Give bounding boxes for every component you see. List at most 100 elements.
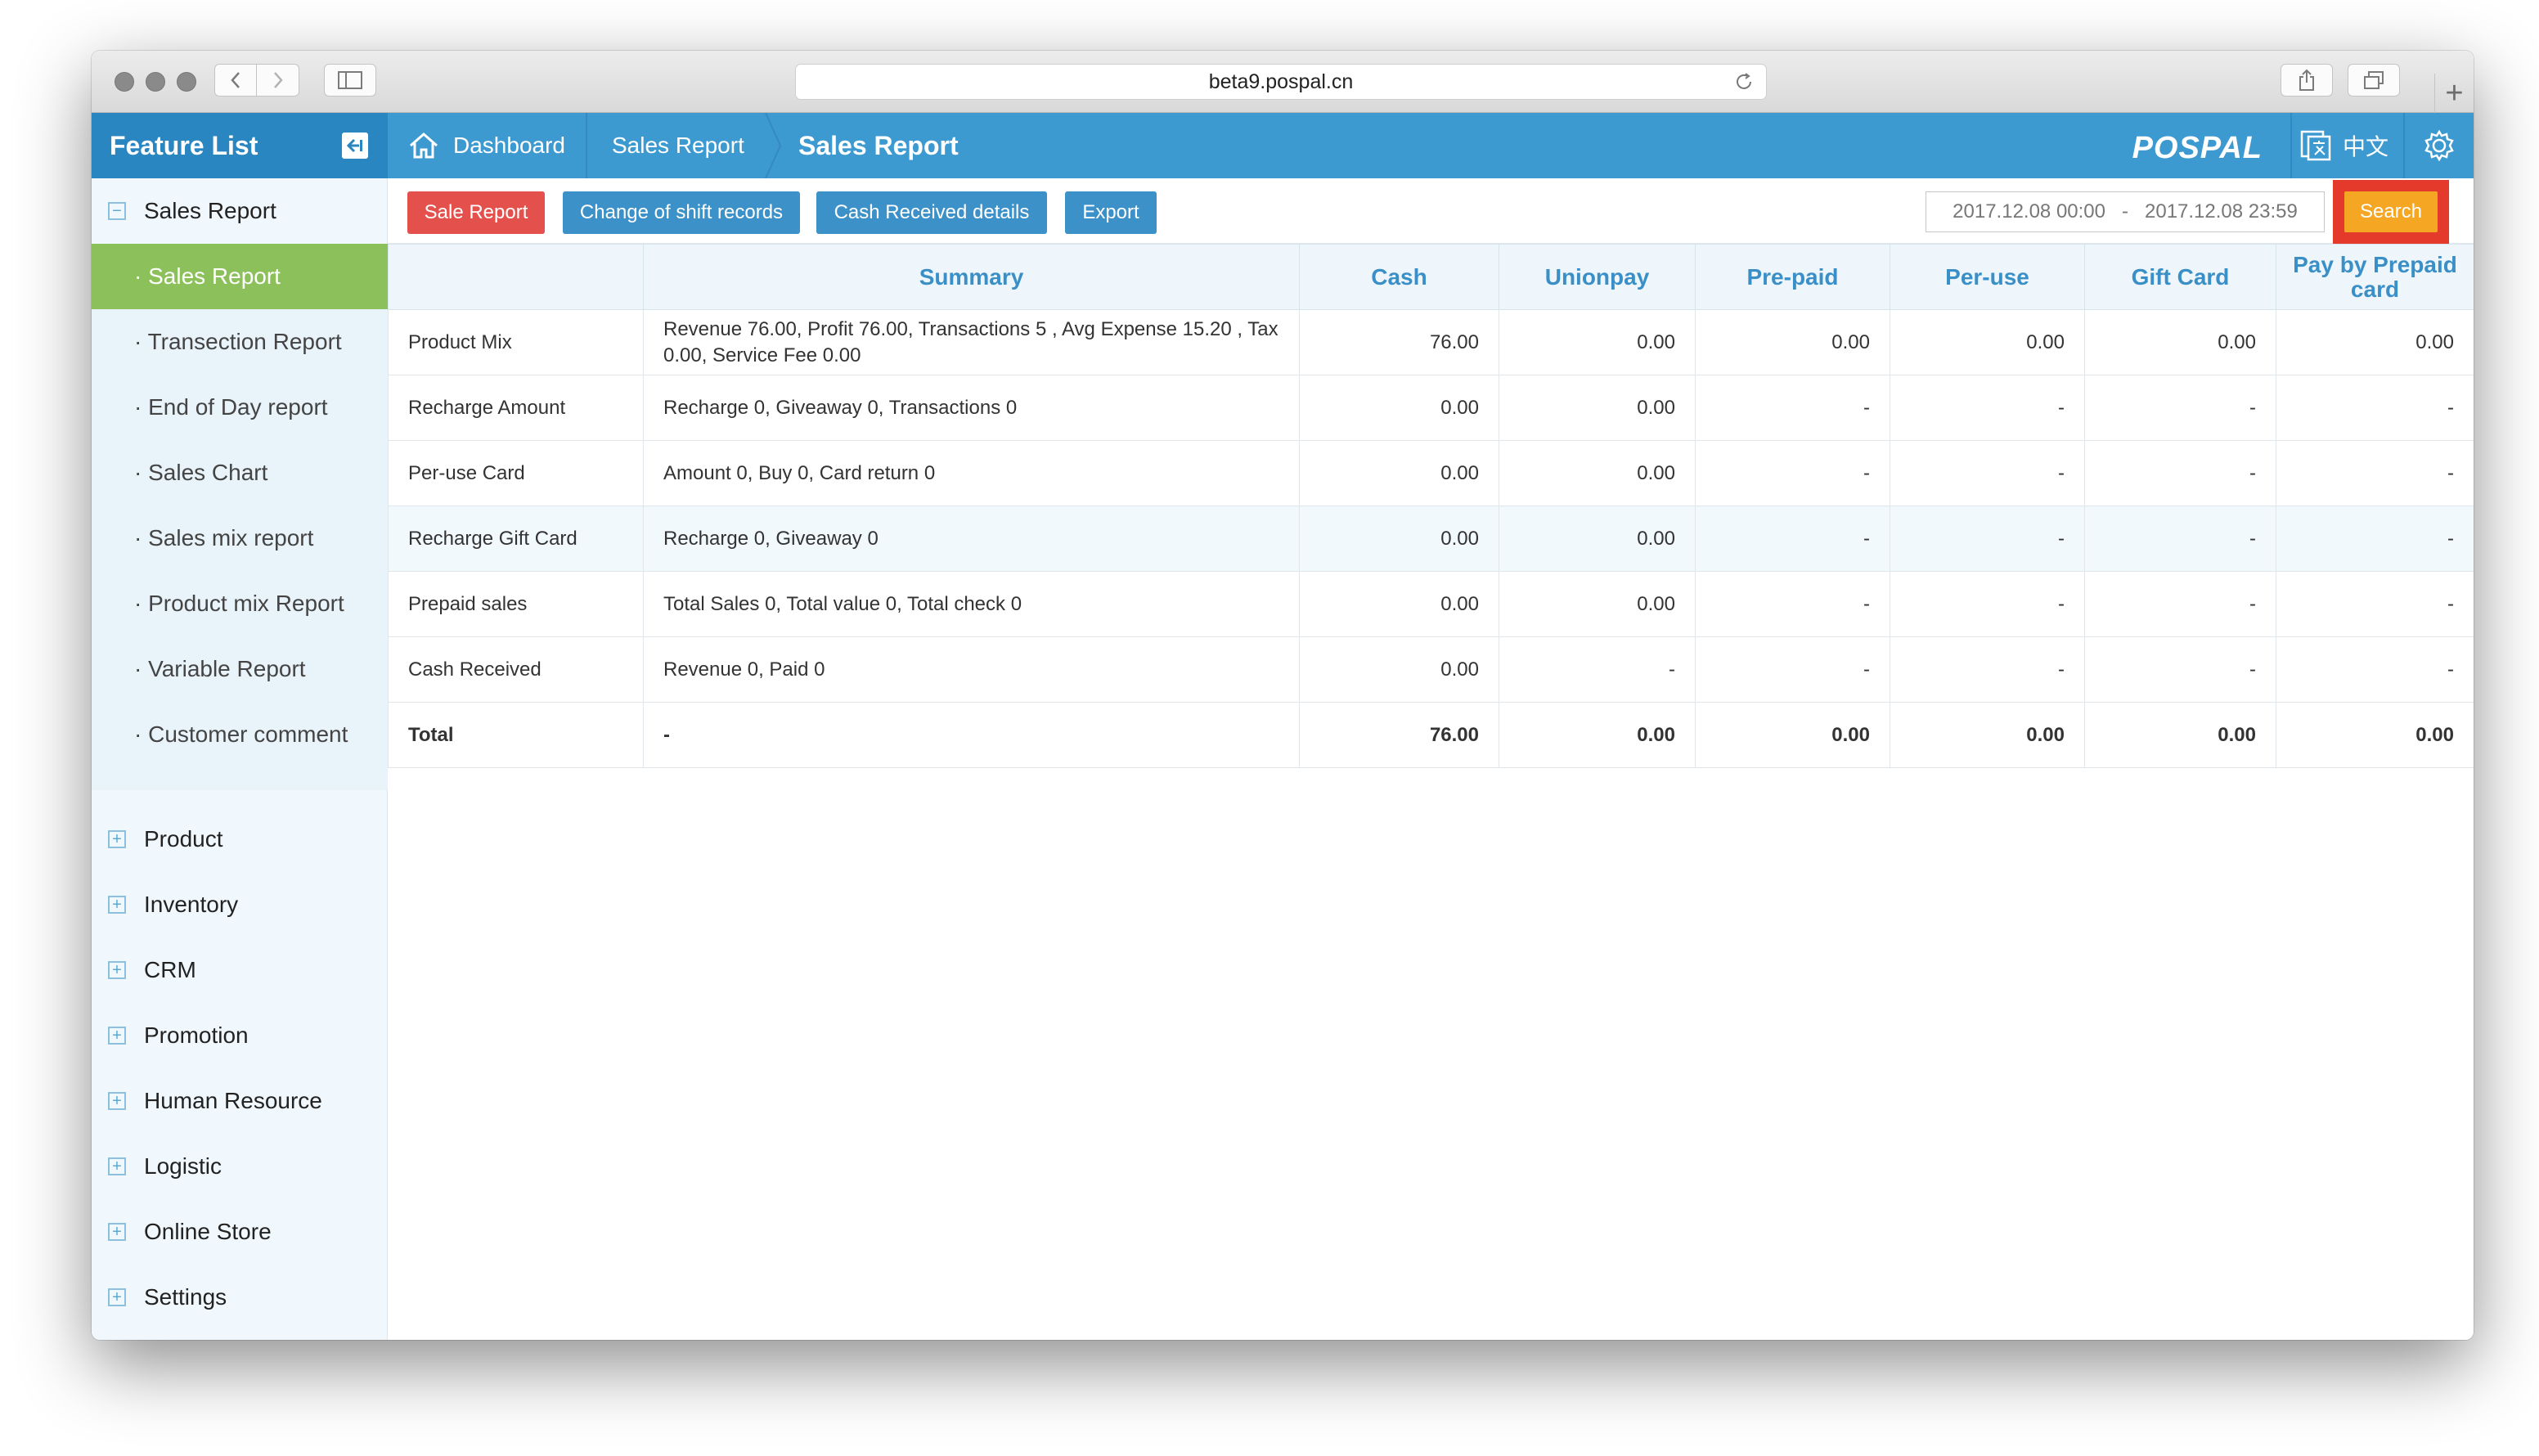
feature-list-label: Feature List [110,130,258,160]
row-name: Cash Received [388,636,644,703]
sidebar-item-end-of-day-report[interactable]: · End of Day report [92,375,388,440]
cell-unionpay: 0.00 [1499,506,1696,572]
sidebar-item-label: · Customer comment [134,721,348,747]
cell-gift-card: - [2084,636,2276,703]
tabs-overview-button[interactable] [2348,64,2400,97]
cell-per-use: - [1890,440,2085,506]
cell-prepaid-card: - [2276,506,2474,572]
window-controls [115,72,196,92]
sidebar-item-sales-mix-report[interactable]: · Sales mix report [92,506,388,571]
table-total-row: Total - 76.00 0.00 0.00 0.00 0.00 0.00 [388,702,2474,768]
minimize-window-button[interactable] [146,72,165,92]
expand-group-icon: + [108,1157,126,1175]
sidebar-group-label: Promotion [144,1022,249,1048]
sidebar-item-product-mix-report[interactable]: · Product mix Report [92,571,388,636]
sidebar-group-settings[interactable]: + Settings [92,1265,388,1330]
column-header-unionpay: Unionpay [1499,244,1696,310]
column-header-category [388,244,644,310]
main-content: Sale Report Change of shift records Cash… [388,178,2474,1340]
cell-gift-card: - [2084,375,2276,441]
sidebar-group-label: Settings [144,1284,227,1310]
sidebar-item-label: · Sales mix report [134,525,314,550]
sidebar-group-label: Online Store [144,1219,272,1244]
header-divider [2403,113,2405,178]
column-header-summary: Summary [643,244,1300,310]
sidebar-item-transection-report[interactable]: · Transection Report [92,309,388,375]
row-name: Recharge Gift Card [388,506,644,572]
cell-unionpay: - [1499,636,1696,703]
settings-gear-button[interactable] [2423,129,2456,162]
share-button[interactable] [2281,64,2333,97]
cell-cash: 76.00 [1299,702,1499,768]
sidebar-icon [338,71,362,89]
collapse-sidebar-button[interactable] [342,133,368,159]
gear-icon [2424,129,2454,162]
forward-button[interactable] [257,64,299,97]
sidebar-group-promotion[interactable]: + Promotion [92,1003,388,1068]
cell-prepaid-card: - [2276,440,2474,506]
column-header-pay-by-prepaid-card: Pay by Prepaid card [2276,244,2474,310]
feature-list-title: Feature List [92,113,388,178]
export-button[interactable]: Export [1065,191,1157,234]
table-header-row: Summary Cash Unionpay Pre-paid Per-use G… [388,244,2474,310]
new-tab-button[interactable]: + [2434,74,2474,113]
arrow-left-icon [346,138,362,153]
breadcrumb-current: Sales Report [798,113,959,178]
cell-pre-paid: 0.00 [1695,702,1890,768]
sidebar-item-sales-chart[interactable]: · Sales Chart [92,440,388,506]
cash-received-details-button[interactable]: Cash Received details [816,191,1047,234]
date-range-picker[interactable]: 2017.12.08 00:00 - 2017.12.08 23:59 [1926,191,2325,232]
cell-unionpay: 0.00 [1499,440,1696,506]
expand-group-icon: + [108,1288,126,1306]
row-summary: - [643,702,1300,768]
address-bar[interactable]: beta9.pospal.cn [795,64,1767,100]
cell-gift-card: - [2084,571,2276,637]
cell-prepaid-card: - [2276,375,2474,441]
breadcrumb-chevron-icon [765,113,782,178]
sidebar-item-label: · Sales Report [134,263,281,289]
reload-icon[interactable] [1733,71,1755,92]
sidebar-group-online-store[interactable]: + Online Store [92,1199,388,1265]
row-name: Per-use Card [388,440,644,506]
sidebar-group-logistic[interactable]: + Logistic [92,1134,388,1199]
sidebar-item-label: · Product mix Report [134,591,344,616]
sidebar-group-product[interactable]: + Product [92,807,388,872]
date-from: 2017.12.08 00:00 [1953,200,2105,222]
row-summary: Revenue 0, Paid 0 [643,636,1300,703]
url-text: beta9.pospal.cn [1208,70,1354,93]
cell-per-use: - [1890,375,2085,441]
column-header-gift-card: Gift Card [2084,244,2276,310]
back-button[interactable] [214,64,257,97]
sidebar-item-label: · Transection Report [134,329,342,354]
sidebar-group-sales-report[interactable]: − Sales Report [92,178,388,244]
cell-unionpay: 0.00 [1499,375,1696,441]
sale-report-button[interactable]: Sale Report [407,191,545,234]
sidebar-item-customer-comment[interactable]: · Customer comment [92,702,388,767]
sidebar-item-sales-report[interactable]: · Sales Report [92,244,388,309]
collapse-group-icon: − [108,202,126,220]
language-toggle[interactable]: 中文 [2300,130,2388,161]
sidebar-group-human-resource[interactable]: + Human Resource [92,1068,388,1134]
breadcrumb-dashboard[interactable]: Dashboard [407,113,565,178]
search-button[interactable]: Search [2344,191,2438,232]
cell-per-use: 0.00 [1890,702,2085,768]
sidebar-group-label: CRM [144,957,196,982]
row-name: Total [388,702,644,768]
sales-report-submenu: · Sales Report · Transection Report · En… [92,244,388,790]
breadcrumb-sales-report-label: Sales Report [612,133,744,158]
sidebar-item-variable-report[interactable]: · Variable Report [92,636,388,702]
row-name: Prepaid sales [388,571,644,637]
row-summary: Revenue 76.00, Profit 76.00, Transaction… [643,309,1300,375]
sidebar-group-inventory[interactable]: + Inventory [92,872,388,937]
close-window-button[interactable] [115,72,134,92]
date-to: 2017.12.08 23:59 [2145,200,2298,222]
breadcrumb-sales-report[interactable]: Sales Report [612,113,744,178]
table-row: Recharge Amount Recharge 0, Giveaway 0, … [388,375,2474,441]
breadcrumb-dashboard-label: Dashboard [453,133,565,158]
sidebar-group-crm[interactable]: + CRM [92,937,388,1003]
sidebar-toggle-button[interactable] [324,64,376,97]
sidebar-group-label: Inventory [144,892,239,917]
zoom-window-button[interactable] [177,72,196,92]
cell-per-use: - [1890,506,2085,572]
change-of-shift-records-button[interactable]: Change of shift records [563,191,800,234]
